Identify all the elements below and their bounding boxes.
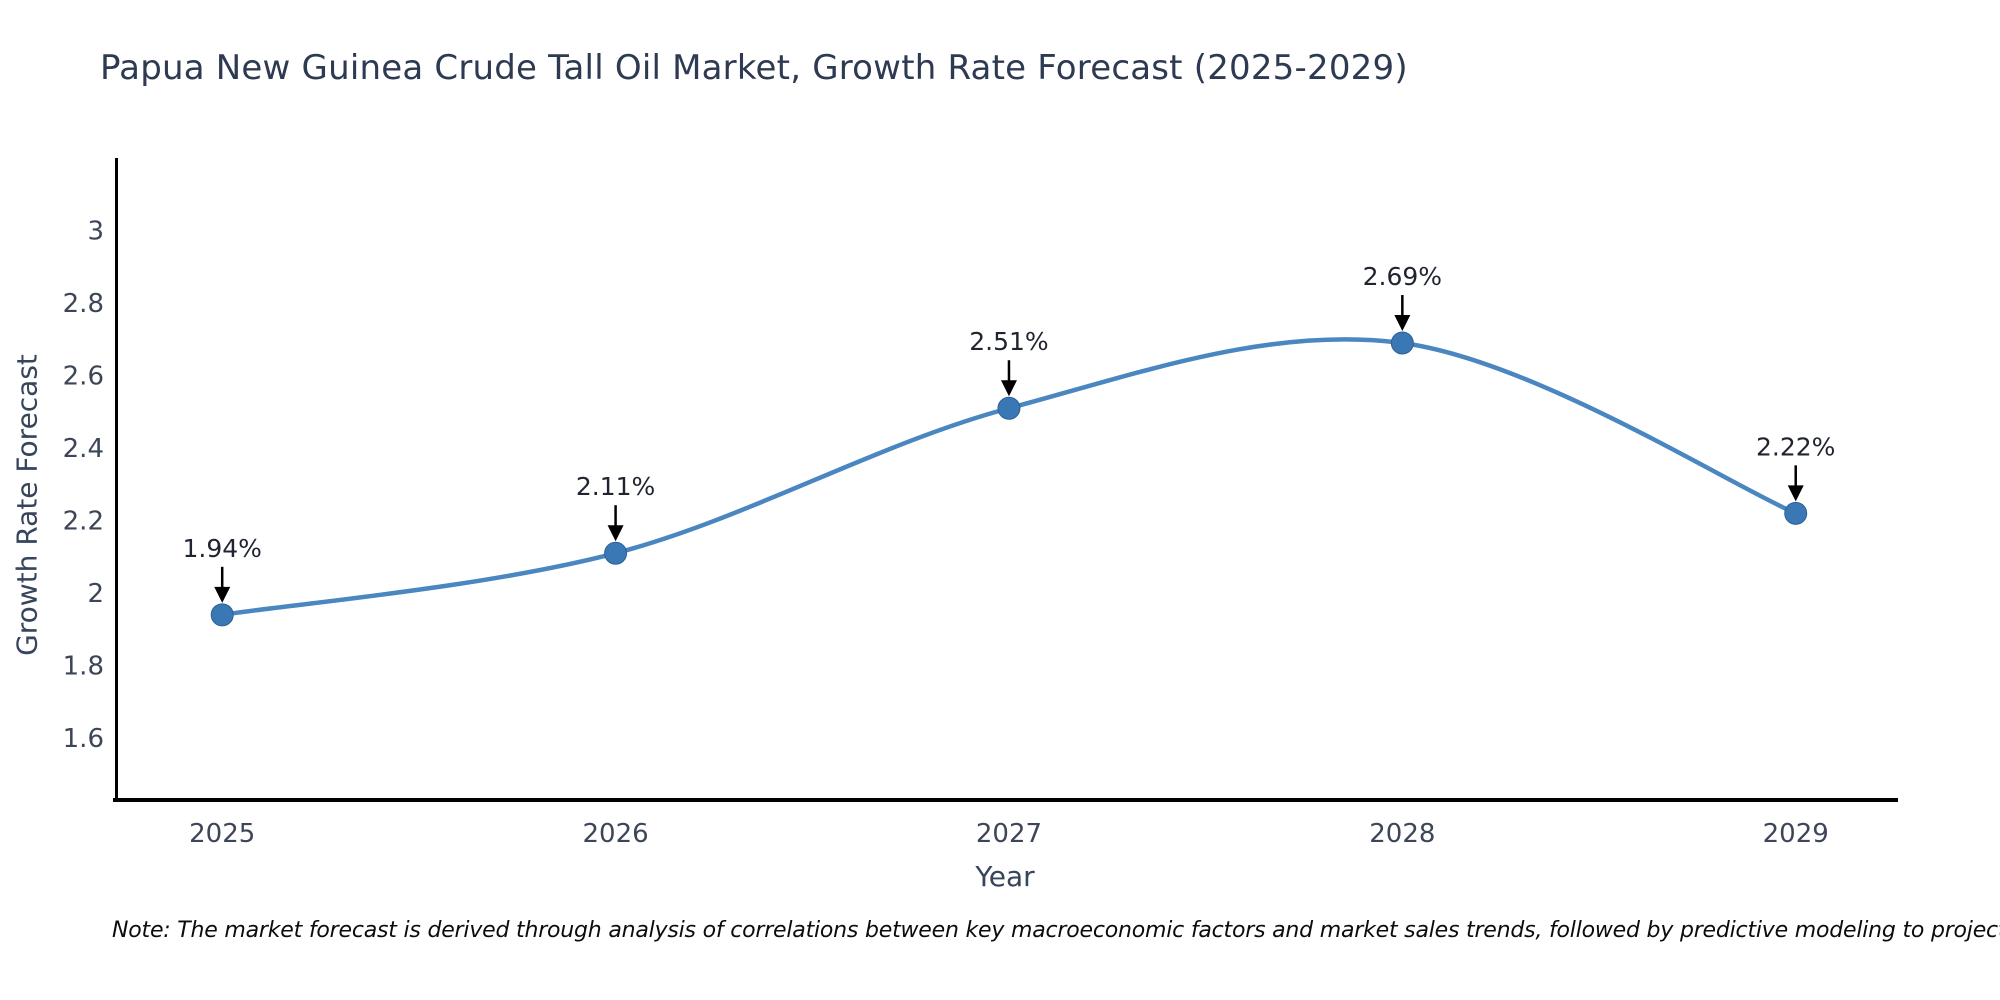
y-tick-label: 1.6 (63, 724, 104, 754)
y-tick-label: 2.2 (63, 507, 104, 537)
annotation-arrow-head (214, 586, 231, 603)
x-axis-title: Year (975, 860, 1035, 893)
annotation-arrow-head (1394, 315, 1411, 332)
data-point-label: 2.69% (1363, 262, 1442, 291)
data-point-marker (997, 396, 1021, 420)
x-tick-label: 2026 (583, 819, 649, 849)
x-tick-label: 2027 (976, 819, 1042, 849)
data-point-label: 1.94% (183, 534, 262, 563)
y-tick-label: 3 (87, 217, 104, 247)
annotation-arrow-head (1787, 485, 1804, 502)
x-tick-label: 2025 (189, 819, 255, 849)
y-tick-label: 1.8 (63, 652, 104, 682)
y-tick-label: 2.4 (63, 434, 104, 464)
footnote: Note: The market forecast is derived thr… (112, 918, 2000, 943)
y-tick-label: 2.6 (63, 362, 104, 392)
x-tick-label: 2028 (1369, 819, 1435, 849)
y-tick-label: 2 (87, 579, 104, 609)
data-point-marker (1390, 331, 1414, 355)
y-tick-label: 2.8 (63, 289, 104, 319)
annotation-arrow-head (1000, 380, 1017, 397)
annotation-arrow-head (607, 525, 624, 542)
data-point-marker (210, 603, 234, 627)
x-tick-label: 2029 (1763, 819, 1829, 849)
data-point-marker (1784, 501, 1808, 525)
data-point-marker (604, 541, 628, 565)
data-point-label: 2.51% (969, 327, 1048, 356)
data-point-label: 2.11% (576, 472, 655, 501)
chart-title: Papua New Guinea Crude Tall Oil Market, … (100, 48, 1408, 88)
y-axis-title: Growth Rate Forecast (10, 354, 44, 656)
data-point-label: 2.22% (1756, 432, 1835, 461)
